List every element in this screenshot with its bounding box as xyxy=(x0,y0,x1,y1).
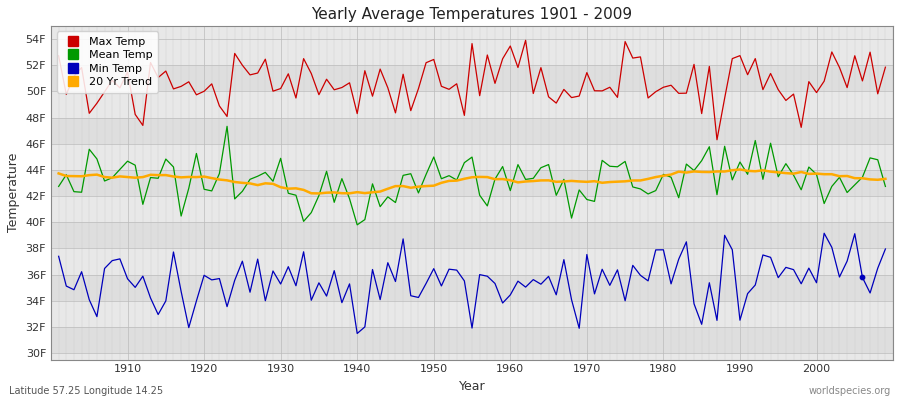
Bar xyxy=(51,327,893,353)
Bar xyxy=(51,222,893,248)
Point xyxy=(855,274,869,281)
X-axis label: Year: Year xyxy=(459,380,485,393)
Bar xyxy=(51,118,893,144)
Bar xyxy=(51,274,893,301)
Text: Latitude 57.25 Longitude 14.25: Latitude 57.25 Longitude 14.25 xyxy=(9,386,163,396)
Bar xyxy=(51,65,893,91)
Text: worldspecies.org: worldspecies.org xyxy=(809,386,891,396)
Title: Yearly Average Temperatures 1901 - 2009: Yearly Average Temperatures 1901 - 2009 xyxy=(311,7,633,22)
Legend: Max Temp, Mean Temp, Min Temp, 20 Yr Trend: Max Temp, Mean Temp, Min Temp, 20 Yr Tre… xyxy=(57,32,158,92)
Bar xyxy=(51,170,893,196)
Y-axis label: Temperature: Temperature xyxy=(7,153,20,232)
